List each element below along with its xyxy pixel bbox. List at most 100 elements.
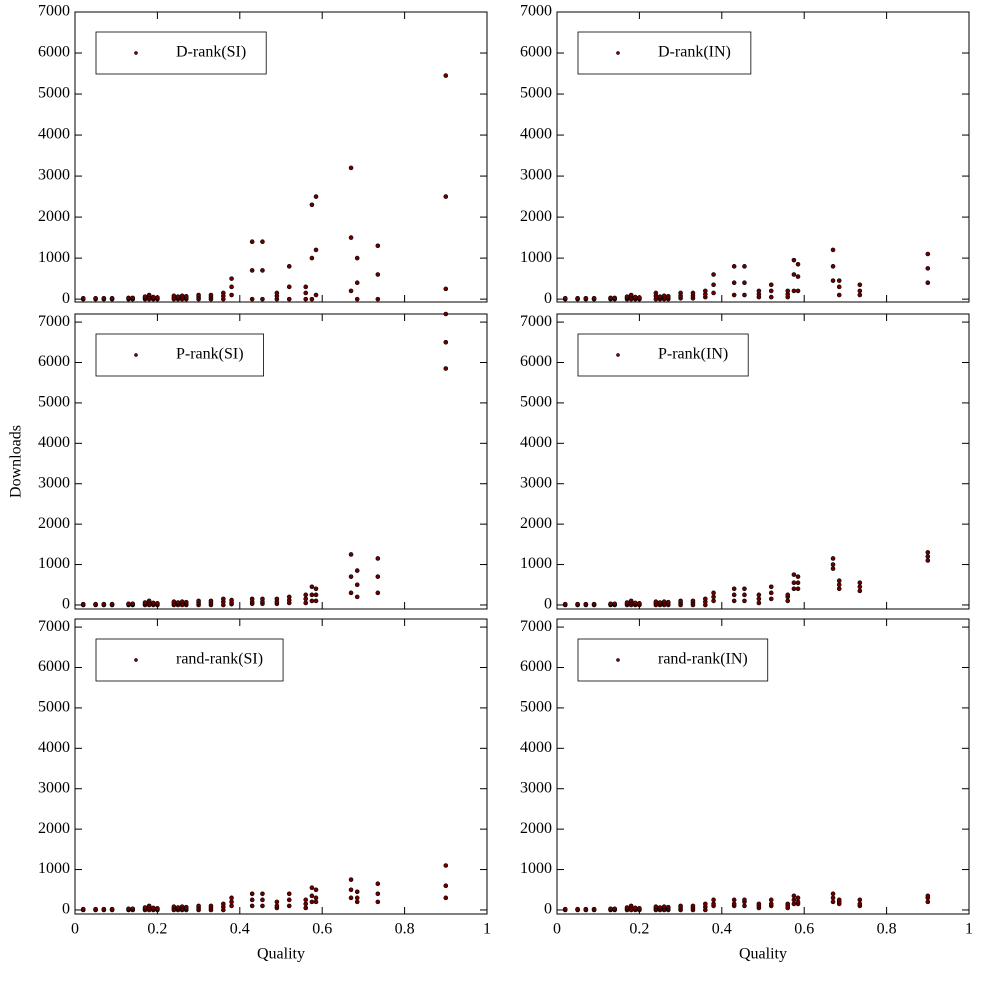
point bbox=[711, 897, 716, 903]
y-tick-label: 2000 bbox=[520, 515, 552, 532]
legend-label: D-rank(IN) bbox=[658, 44, 731, 61]
y-tick-label: 3000 bbox=[520, 167, 552, 184]
point bbox=[665, 599, 671, 605]
y-tick-label: 4000 bbox=[520, 434, 552, 451]
legend-marker bbox=[134, 51, 138, 55]
x-tick-label: 0.6 bbox=[312, 921, 332, 938]
point bbox=[836, 578, 842, 584]
point bbox=[175, 600, 181, 605]
x-tick-label: 0.4 bbox=[230, 921, 250, 938]
point bbox=[711, 282, 716, 288]
point bbox=[375, 590, 381, 596]
y-tick-label: 0 bbox=[544, 596, 552, 613]
point bbox=[711, 272, 716, 277]
point bbox=[303, 284, 309, 290]
point bbox=[791, 572, 797, 577]
legend-box bbox=[577, 638, 769, 682]
point bbox=[562, 296, 568, 301]
point bbox=[303, 290, 309, 296]
y-tick-label: 1000 bbox=[38, 555, 70, 572]
point bbox=[690, 903, 696, 909]
point bbox=[375, 574, 381, 579]
point bbox=[443, 366, 449, 371]
point bbox=[690, 598, 696, 604]
point bbox=[591, 296, 597, 301]
point bbox=[101, 601, 107, 607]
point bbox=[309, 202, 315, 208]
point bbox=[632, 294, 638, 300]
point bbox=[196, 903, 201, 909]
point bbox=[101, 906, 107, 912]
y-tick-label: 7000 bbox=[38, 313, 70, 330]
point bbox=[109, 296, 115, 301]
point bbox=[857, 897, 863, 903]
point bbox=[703, 596, 708, 602]
y-tick-label: 4000 bbox=[520, 739, 552, 756]
point bbox=[229, 597, 234, 603]
point bbox=[221, 290, 226, 296]
point bbox=[375, 556, 381, 561]
point bbox=[375, 296, 381, 302]
plot-frame bbox=[556, 618, 970, 915]
point bbox=[612, 295, 617, 301]
point bbox=[857, 584, 863, 590]
point bbox=[703, 288, 708, 294]
y-tick-label: 5000 bbox=[38, 394, 70, 411]
legend-box bbox=[577, 31, 752, 75]
point bbox=[286, 903, 292, 909]
point bbox=[836, 292, 842, 298]
point bbox=[731, 901, 737, 907]
y-tick-label: 7000 bbox=[520, 618, 552, 635]
point bbox=[711, 594, 716, 600]
point bbox=[309, 592, 315, 598]
point bbox=[142, 294, 148, 299]
y-tick-label: 0 bbox=[544, 901, 552, 918]
point bbox=[830, 562, 836, 567]
point bbox=[791, 272, 797, 277]
point bbox=[375, 272, 381, 277]
point bbox=[354, 568, 360, 573]
y-tick-label: 5000 bbox=[38, 85, 70, 102]
y-axis-label: Downloads bbox=[8, 425, 25, 498]
point bbox=[130, 295, 135, 301]
point bbox=[661, 599, 667, 605]
point bbox=[925, 554, 931, 559]
plot-frame bbox=[556, 11, 970, 303]
point bbox=[229, 903, 234, 909]
legend-marker bbox=[134, 658, 138, 662]
y-tick-label: 3000 bbox=[520, 474, 552, 491]
y-tick-label: 7000 bbox=[38, 3, 70, 20]
point bbox=[857, 588, 863, 594]
point bbox=[348, 895, 354, 901]
point bbox=[183, 599, 189, 605]
point bbox=[661, 293, 667, 299]
point bbox=[150, 294, 156, 300]
point bbox=[925, 893, 931, 899]
x-tick-label: 0.2 bbox=[629, 921, 649, 938]
y-tick-label: 2000 bbox=[520, 820, 552, 837]
point bbox=[286, 284, 292, 290]
point bbox=[756, 596, 762, 602]
legend-label: P-rank(IN) bbox=[658, 346, 728, 363]
y-tick-label: 3000 bbox=[38, 779, 70, 796]
point bbox=[665, 293, 671, 299]
point bbox=[742, 592, 747, 598]
point bbox=[150, 905, 156, 911]
point bbox=[375, 891, 381, 897]
point bbox=[249, 296, 255, 302]
point bbox=[925, 550, 931, 555]
point bbox=[260, 891, 265, 897]
point bbox=[742, 264, 747, 269]
point bbox=[742, 598, 747, 604]
point bbox=[126, 906, 131, 912]
point bbox=[830, 899, 836, 905]
y-tick-label: 4000 bbox=[38, 434, 70, 451]
point bbox=[830, 247, 836, 253]
point bbox=[830, 556, 836, 561]
point bbox=[309, 255, 315, 261]
point bbox=[443, 895, 449, 901]
point bbox=[303, 901, 309, 907]
point bbox=[768, 901, 774, 907]
legend-label: D-rank(SI) bbox=[176, 44, 246, 61]
legend-marker bbox=[616, 658, 620, 662]
